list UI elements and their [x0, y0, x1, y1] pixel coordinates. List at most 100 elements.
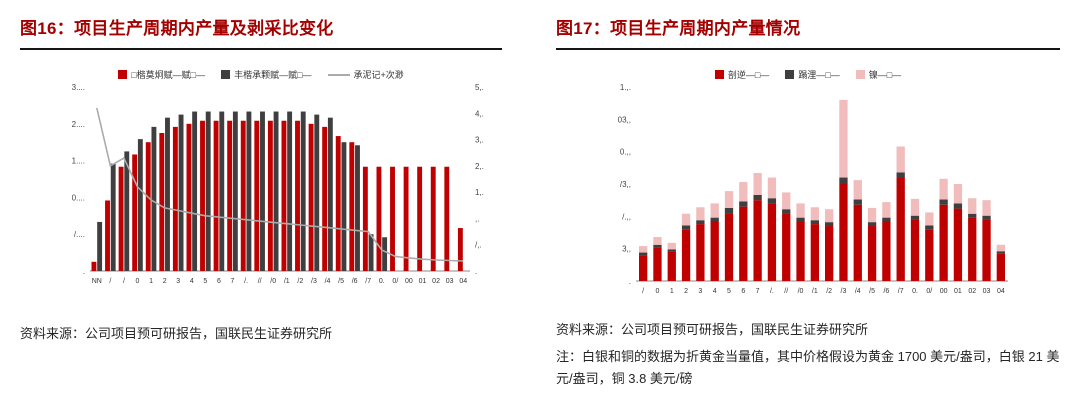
svg-text:01: 01: [954, 288, 962, 295]
legend-label: 承泥记+次渺: [353, 70, 404, 80]
svg-text:2,.: 2,.: [475, 162, 484, 171]
svg-text:02: 02: [432, 278, 440, 285]
svg-text:/: /: [123, 278, 125, 285]
svg-text:/2: /2: [297, 278, 303, 285]
svg-text:1: 1: [670, 288, 674, 295]
svg-text:/: /: [109, 278, 111, 285]
svg-text:4: 4: [190, 278, 194, 285]
svg-text:3: 3: [698, 288, 702, 295]
svg-text:03,,: 03,,: [618, 115, 631, 124]
svg-text:2: 2: [684, 288, 688, 295]
figure16-legend: □楷莫炯赋—赋□— 丰楷承颗赋—赋□— 承泥记+次渺: [20, 68, 502, 81]
legend-label: 丰楷承颗赋—赋□—: [234, 70, 312, 80]
svg-text:1: 1: [149, 278, 153, 285]
svg-text:5,.: 5,.: [475, 83, 484, 92]
svg-text:00: 00: [405, 278, 413, 285]
svg-text:01: 01: [419, 278, 427, 285]
svg-text:00: 00: [940, 288, 948, 295]
svg-text:3: 3: [176, 278, 180, 285]
legend-item: 丰楷承颗赋—赋□—: [221, 68, 312, 81]
figure17-chart: .3,,/.,,/3,,0.,,03,,1.,./0 1 2 3 4 5 6 7/.///0/…: [618, 83, 1008, 295]
svg-text:0: 0: [656, 288, 660, 295]
svg-text:5: 5: [727, 288, 731, 295]
svg-text:02: 02: [968, 288, 976, 295]
svg-text:0.: 0.: [379, 278, 385, 285]
svg-text:/.: /.: [244, 278, 248, 285]
legend-item: 剖逆—□—: [714, 68, 770, 81]
svg-text:0: 0: [136, 278, 140, 285]
svg-text:.: .: [83, 267, 85, 276]
figure16-panel: 图16：项目生产周期内产量及剥采比变化 □楷莫炯赋—赋□— 丰楷承颗赋—赋□— 承泥…: [20, 14, 502, 342]
svg-text:1....: 1....: [72, 157, 85, 166]
svg-text:03: 03: [983, 288, 991, 295]
svg-text://: //: [258, 278, 262, 285]
svg-text:/4: /4: [855, 288, 861, 295]
figure17-title: 图17：项目生产周期内产量情况: [556, 14, 1060, 50]
svg-text:7: 7: [756, 288, 760, 295]
svg-text:04: 04: [997, 288, 1005, 295]
svg-text:/2: /2: [826, 288, 832, 295]
svg-text:1,.: 1,.: [475, 188, 484, 197]
figure17-legend: 剖逆—□— 蹋浬—□— 镍—□—: [556, 68, 1060, 81]
legend-line-marker: [327, 73, 350, 76]
figure17-panel: 图17：项目生产周期内产量情况 剖逆—□— 蹋浬—□— 镍—□— . 3,, /.,, /…: [556, 14, 1060, 390]
svg-text:/: /: [642, 288, 644, 295]
svg-text:0.,,: 0.,,: [620, 148, 631, 157]
svg-text:5: 5: [203, 278, 207, 285]
svg-text:/7: /7: [365, 278, 371, 285]
svg-text:/0: /0: [798, 288, 804, 295]
legend-swatch-marker: [221, 70, 231, 79]
svg-text:/1: /1: [812, 288, 818, 295]
legend-swatch-marker: [714, 70, 724, 79]
svg-text:0.: 0.: [912, 288, 918, 295]
legend-item: 蹋浬—□—: [785, 68, 840, 81]
legend-swatch-marker: [118, 70, 128, 79]
figure16-chart: . /.... 0.... 1.... 2.... 3..... /,.,. 1,. 2,. 3,…: [72, 83, 484, 285]
legend-label: 剖逆—□—: [727, 70, 770, 80]
svg-text:3,,: 3,,: [622, 245, 631, 254]
svg-text:/3: /3: [311, 278, 317, 285]
svg-text:3,.: 3,.: [475, 136, 484, 145]
svg-text:/0: /0: [270, 278, 276, 285]
svg-text:03: 03: [446, 278, 454, 285]
svg-text:7: 7: [231, 278, 235, 285]
svg-text:/5: /5: [869, 288, 875, 295]
svg-text:0/: 0/: [926, 288, 932, 295]
svg-text:2....: 2....: [72, 120, 85, 129]
legend-item: □楷莫炯赋—赋□—: [118, 68, 205, 81]
legend-label: 蹋浬—□—: [798, 70, 840, 80]
svg-text:04: 04: [459, 278, 467, 285]
svg-text:/,.: /,.: [475, 241, 482, 250]
svg-text:1.,.: 1.,.: [620, 83, 631, 92]
svg-text:/1: /1: [284, 278, 290, 285]
svg-text:/6: /6: [352, 278, 358, 285]
svg-text:/5: /5: [338, 278, 344, 285]
svg-text:.: .: [475, 267, 477, 276]
svg-text:0/: 0/: [392, 278, 398, 285]
legend-item: 承泥记+次渺: [327, 68, 404, 81]
svg-text:/.: /.: [770, 288, 774, 295]
legend-label: 镍—□—: [868, 70, 902, 80]
svg-text:/7: /7: [898, 288, 904, 295]
legend-swatch-marker: [855, 70, 865, 79]
figure16-title: 图16：项目生产周期内产量及剥采比变化: [20, 14, 502, 50]
svg-text:4: 4: [713, 288, 717, 295]
svg-text:/....: /....: [74, 230, 85, 239]
svg-text:3....: 3....: [72, 83, 85, 92]
svg-text:2: 2: [163, 278, 167, 285]
svg-text:,.: ,.: [475, 214, 479, 223]
svg-text:/3,,: /3,,: [620, 180, 631, 189]
legend-swatch-marker: [785, 70, 795, 79]
svg-text:/3: /3: [841, 288, 847, 295]
svg-text:/6: /6: [883, 288, 889, 295]
legend-label: □楷莫炯赋—赋□—: [131, 70, 206, 80]
svg-text:6: 6: [741, 288, 745, 295]
svg-text:4,.: 4,.: [475, 109, 484, 118]
figure16-source: 资料来源：公司项目预可研报告，国联民生证券研究所: [20, 326, 333, 341]
svg-text:0....: 0....: [72, 193, 85, 202]
svg-text://: //: [784, 288, 788, 295]
svg-text:/4: /4: [325, 278, 331, 285]
figure17-source: 资料来源：公司项目预可研报告，国联民生证券研究所: [556, 322, 869, 337]
figure17-note: 注：白银和铜的数据为折黄金当量值，其中价格假设为黄金 1700 美元/盎司，白银…: [556, 349, 1060, 387]
svg-text:NN: NN: [92, 278, 102, 285]
